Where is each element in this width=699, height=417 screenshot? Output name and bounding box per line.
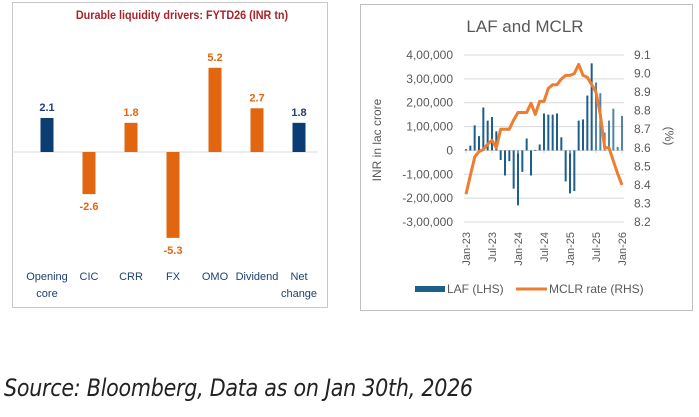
right-tick-label: 8.5 <box>634 159 651 173</box>
bar-omo <box>208 67 222 152</box>
laf-bar <box>560 137 563 151</box>
data-label: 1.8 <box>291 107 306 119</box>
legend: LAF (LHS) MCLR rate (RHS) <box>415 282 644 296</box>
category-label: CIC <box>80 271 99 283</box>
category-label: OMO <box>202 271 229 283</box>
laf-bar <box>582 119 584 151</box>
right-axis-label: (%) <box>662 127 676 146</box>
bar-crr <box>124 122 138 152</box>
laf-bar <box>616 146 619 151</box>
laf-bar <box>569 150 571 194</box>
category-label: core <box>36 288 57 300</box>
x-tick-label: Jul-23 <box>487 232 499 262</box>
data-label: -5.3 <box>164 245 183 257</box>
laf-bar <box>621 115 623 151</box>
laf-bar <box>577 120 580 151</box>
category-label: Opening <box>26 271 68 283</box>
left-chart-frame <box>12 2 328 308</box>
laf-bar <box>521 150 524 172</box>
left-axis-label: INR in lac crore <box>370 98 384 181</box>
left-tick-label: 4,00,000 <box>406 48 453 62</box>
x-tick-label: Jul-25 <box>591 232 603 262</box>
laf-bar <box>543 113 545 151</box>
data-label: 2.7 <box>249 92 264 104</box>
legend-mclr-label: MCLR rate (RHS) <box>549 282 644 296</box>
laf-bar <box>491 117 493 151</box>
category-label: Net <box>290 271 307 283</box>
mclr-line <box>464 62 624 195</box>
bar-cic <box>82 152 96 195</box>
laf-bar <box>495 131 498 151</box>
laf-bar <box>595 82 597 151</box>
laf-bar <box>612 108 615 151</box>
data-label: 2.1 <box>39 102 54 114</box>
laf-bar <box>538 144 541 151</box>
x-tick-label: Jan-25 <box>565 232 577 266</box>
laf-bar <box>525 138 528 151</box>
left-tick-label: 0 <box>446 143 453 157</box>
laf-bar <box>512 150 515 189</box>
laf-bar <box>547 114 550 151</box>
legend-laf-label: LAF (LHS) <box>447 282 504 296</box>
chart-title: LAF and MCLR <box>466 17 583 36</box>
legend-laf-swatch <box>415 286 445 292</box>
laf-bar <box>478 136 480 151</box>
left-tick-label: 2,00,000 <box>406 96 453 110</box>
right-chart-frame <box>360 4 693 311</box>
category-label: CRR <box>119 271 143 283</box>
laf-bar <box>590 63 593 151</box>
x-tick-label: Jan-26 <box>617 232 629 266</box>
right-tick-label: 8.4 <box>634 178 651 192</box>
laf-bar <box>508 150 511 162</box>
category-label: Dividend <box>236 271 279 283</box>
laf-bar <box>486 120 489 151</box>
right-tick-label: 9.0 <box>634 67 651 81</box>
laf-mclr-chart: LAF and MCLR 4,00,000 3,00,000 2,00,000 1,0… <box>370 17 676 296</box>
right-tick-label: 8.8 <box>634 104 651 118</box>
laf-bar <box>556 113 558 151</box>
chart-title: Durable liquidity drivers: FYTD26 (INR t… <box>76 10 288 23</box>
source-note: Source: Bloomberg, Data as on Jan 30th, … <box>4 374 473 402</box>
left-tick-label: -2,00,000 <box>402 191 453 205</box>
category-label: FX <box>166 271 181 283</box>
durable-liquidity-chart: Durable liquidity drivers: FYTD26 (INR t… <box>12 10 318 300</box>
x-tick-label: Jul-24 <box>539 232 551 262</box>
laf-bar <box>499 150 502 160</box>
left-tick-label: 1,00,000 <box>406 120 453 134</box>
data-label: 5.2 <box>207 52 222 64</box>
right-tick-label: 8.7 <box>634 122 651 136</box>
bar-fx <box>166 152 180 238</box>
laf-bar <box>573 150 576 191</box>
laf-bar <box>564 150 567 182</box>
bar-dividend <box>250 108 264 152</box>
bar-opening-core <box>40 117 54 152</box>
laf-bar <box>530 150 532 176</box>
laf-bar <box>586 95 589 151</box>
data-label: -2.6 <box>80 201 99 213</box>
laf-bar <box>534 149 537 151</box>
laf-bar <box>504 150 506 176</box>
data-label: 1.8 <box>123 107 138 119</box>
left-tick-label: -1,00,000 <box>402 167 453 181</box>
category-label: change <box>281 288 317 300</box>
laf-bar <box>465 149 467 151</box>
right-tick-label: 8.9 <box>634 85 651 99</box>
laf-bar <box>551 114 554 151</box>
right-tick-label: 9.1 <box>634 48 651 62</box>
x-tick-label: Jan-24 <box>513 232 525 266</box>
bar-net-change <box>292 122 306 152</box>
x-tick-label: Jan-23 <box>461 232 473 266</box>
left-tick-label: -3,00,000 <box>402 215 453 229</box>
laf-bar <box>517 150 519 206</box>
laf-bar <box>469 145 472 151</box>
right-tick-label: 8.6 <box>634 141 651 155</box>
laf-bar <box>482 107 485 151</box>
left-tick-label: 3,00,000 <box>406 72 453 86</box>
right-tick-label: 8.2 <box>634 215 651 229</box>
right-tick-label: 8.3 <box>634 196 651 210</box>
laf-bar <box>473 125 476 151</box>
laf-bar <box>608 120 610 151</box>
